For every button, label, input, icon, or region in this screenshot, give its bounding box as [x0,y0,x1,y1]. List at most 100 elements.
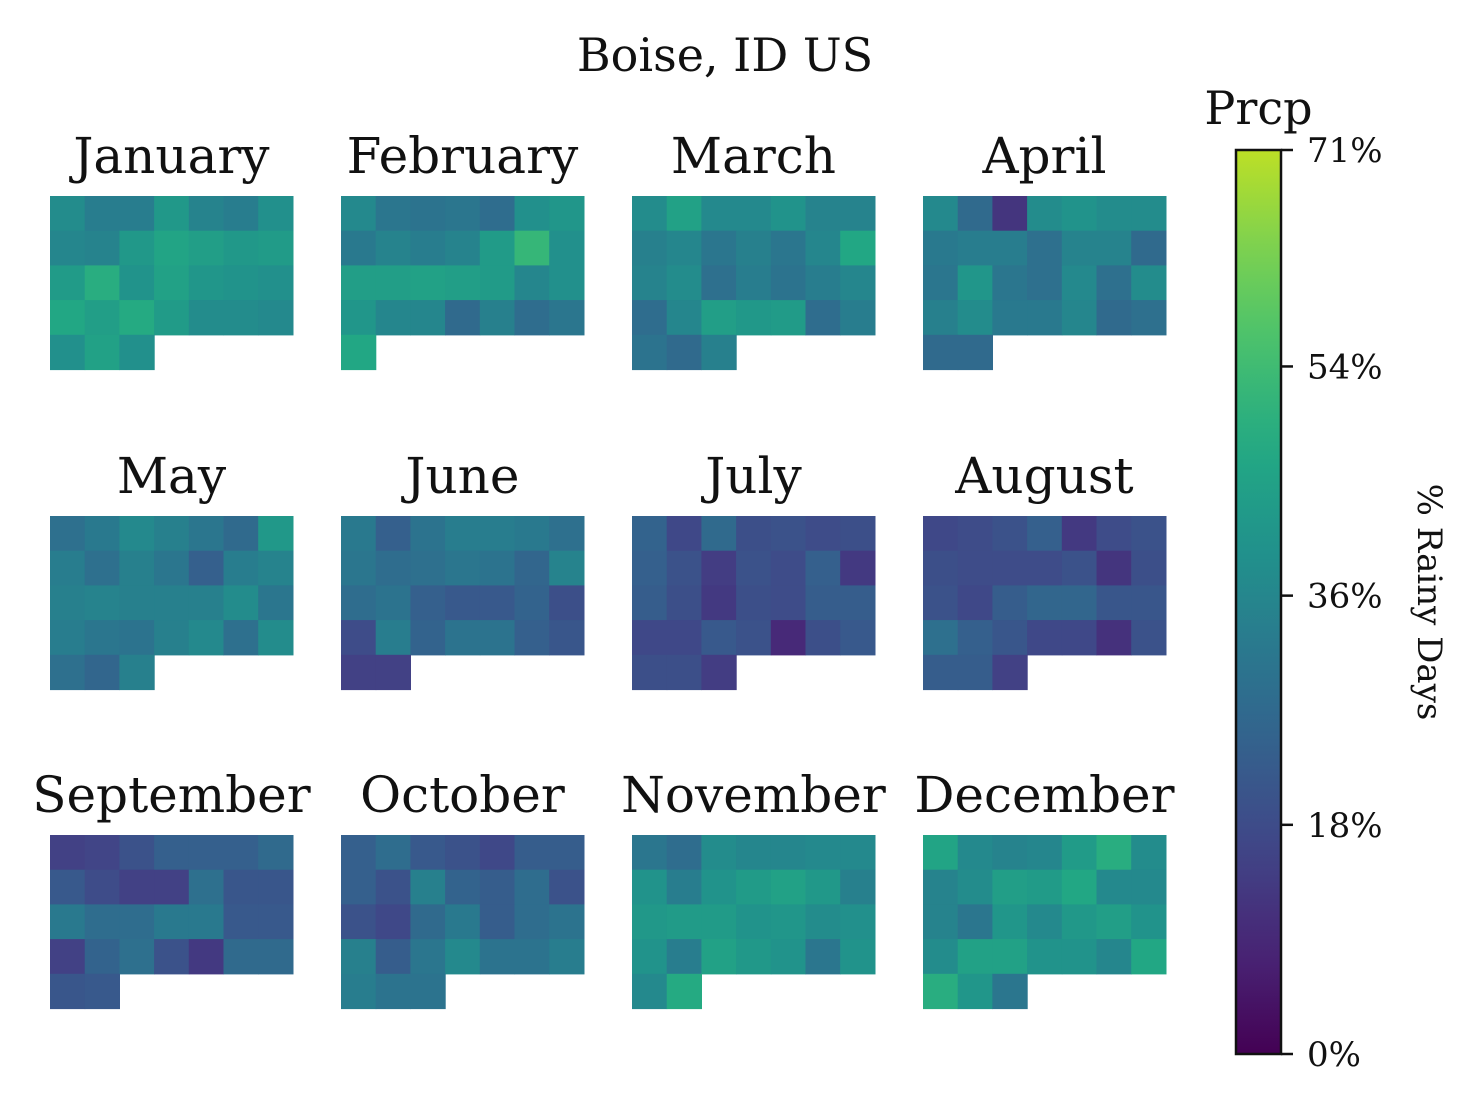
colorbar-tick-label: 0% [1307,1035,1361,1075]
month-title: November [621,766,886,824]
day-cell [1061,869,1098,905]
day-cell [992,620,1028,656]
day-cell [479,230,516,266]
day-cell [50,265,86,301]
day-cell [840,550,876,586]
day-cell [549,265,585,301]
day-cell [666,196,702,232]
day-cell [514,300,550,336]
month-title: February [347,127,579,185]
day-cell [50,904,86,940]
day-cell [223,620,259,656]
day-cell [701,516,737,552]
day-cell [632,973,668,1010]
day-cell [923,585,959,621]
day-cell [666,654,702,691]
day-cell [666,620,702,656]
day-cell [923,334,959,371]
day-cell [840,196,876,232]
day-cell [375,620,411,656]
day-cell [258,904,294,940]
day-cell [666,904,702,940]
day-cell [258,300,294,336]
day-cell [701,585,737,621]
day-cell [1027,869,1063,905]
day-cell [258,620,294,656]
day-cell [375,654,411,691]
month-panel-june: June [341,447,585,691]
day-cell [923,835,959,871]
month-panel-january: January [50,127,294,371]
day-cell [188,300,225,336]
day-cell [666,550,702,586]
month-panel-december: December [914,766,1175,1010]
day-cell [805,265,841,301]
day-cell [957,835,993,871]
day-cell [632,835,668,871]
day-cell [341,334,377,371]
day-cell [992,939,1028,975]
day-cell [375,835,411,871]
day-cell [514,939,550,975]
day-cell [375,300,411,336]
day-cell [341,869,377,905]
day-cell [410,869,446,905]
colorbar-title: Prcp [1204,81,1312,135]
day-cell [445,196,481,232]
month-panel-april: April [923,127,1167,371]
day-cell [514,904,550,940]
day-cell [1061,300,1098,336]
day-cell [840,835,876,871]
day-cell [50,300,86,336]
day-cell [957,585,993,621]
day-cell [923,550,959,586]
day-cell [549,585,585,621]
day-cell [992,973,1028,1010]
day-cell [1096,835,1132,871]
day-cell [154,835,190,871]
month-panel-august: August [923,447,1167,691]
day-cell [188,516,225,552]
day-cell [666,334,702,371]
day-cell [1027,265,1063,301]
day-cell [770,835,807,871]
day-cell [50,334,86,371]
day-cell [957,620,993,656]
day-cell [479,196,516,232]
day-cell [805,835,841,871]
day-cell [479,835,516,871]
day-cell [445,516,481,552]
day-cell [736,939,772,975]
day-cell [84,654,120,691]
day-cell [957,550,993,586]
day-cell [992,550,1028,586]
day-cell [1027,300,1063,336]
day-cell [805,939,841,975]
day-cell [1131,550,1167,586]
day-cell [84,620,120,656]
day-cell [84,585,120,621]
day-cell [514,869,550,905]
day-cell [375,973,411,1010]
day-cell [375,550,411,586]
day-cell [410,550,446,586]
day-cell [736,585,772,621]
day-cell [1131,904,1167,940]
day-cell [154,585,190,621]
day-cell [50,654,86,691]
month-panels: January February March April May June July Augu… [32,127,1175,1010]
day-cell [1061,904,1098,940]
day-cell [992,585,1028,621]
day-cell [341,516,377,552]
day-cell [1061,230,1098,266]
day-cell [445,869,481,905]
day-cell [223,835,259,871]
day-cell [1131,620,1167,656]
day-cell [341,835,377,871]
day-cell [258,516,294,552]
month-title: May [117,447,227,505]
day-cell [188,196,225,232]
day-cell [514,230,550,266]
day-cell [479,620,516,656]
day-cell [923,939,959,975]
